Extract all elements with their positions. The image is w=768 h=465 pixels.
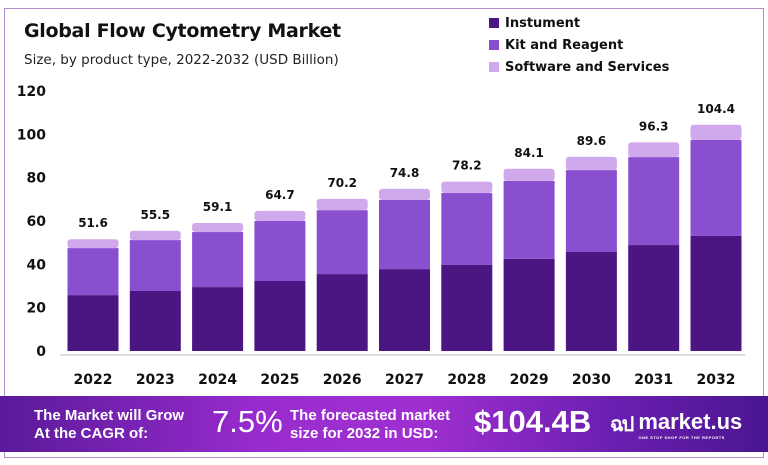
x-tick-label: 2022	[74, 372, 113, 388]
bar-segment-kit-reagent	[628, 157, 680, 246]
legend: Instument Kit and Reagent Software and S…	[489, 12, 669, 78]
bar-segment-kit-reagent	[441, 193, 493, 265]
legend-item-software: Software and Services	[489, 56, 669, 78]
bar-segment-kit-reagent	[690, 139, 742, 236]
y-tick-label: 80	[27, 171, 47, 187]
cagr-label: The Market will Grow At the CAGR of:	[34, 407, 184, 443]
bar-segment-software-services	[192, 222, 244, 233]
bar-segment-kit-reagent	[254, 221, 306, 282]
bar-total-label: 70.2	[327, 176, 357, 190]
bar-segment-kit-reagent	[316, 210, 368, 275]
legend-item-instrument: Instument	[489, 12, 669, 34]
chart-subtitle: Size, by product type, 2022-2032 (USD Bi…	[24, 52, 339, 68]
bar-segment-instrument	[254, 281, 306, 351]
x-tick-label: 2027	[385, 372, 424, 388]
bar-segment-kit-reagent	[565, 170, 617, 252]
bar-segment-instrument	[129, 290, 181, 351]
size-value: $104.4B	[474, 404, 592, 439]
x-tick-label: 2024	[198, 372, 237, 388]
legend-swatch	[489, 62, 499, 72]
bar-segment-instrument	[379, 269, 430, 351]
bar-total-label: 78.2	[452, 159, 482, 173]
legend-label: Kit and Reagent	[505, 37, 624, 53]
size-label: The forecasted market size for 2032 in US…	[290, 407, 450, 443]
legend-swatch	[489, 40, 499, 50]
summary-banner: The Market will Grow At the CAGR of: 7.5%…	[0, 396, 768, 452]
x-tick-label: 2029	[510, 372, 549, 388]
bar-total-label: 104.4	[697, 102, 735, 116]
x-tick-label: 2025	[260, 372, 299, 388]
bar-total-label: 55.5	[140, 208, 170, 222]
logo-text: market.us	[638, 408, 743, 434]
legend-label: Software and Services	[505, 59, 670, 75]
bar-segment-instrument	[503, 258, 555, 351]
x-tick-label: 2026	[323, 372, 362, 388]
bar-segment-kit-reagent	[192, 232, 244, 288]
bar-total-label: 96.3	[639, 119, 669, 133]
cagr-value: 7.5%	[212, 404, 283, 439]
bar-total-label: 59.1	[203, 200, 233, 214]
x-tick-label: 2032	[697, 372, 736, 388]
bar-segment-kit-reagent	[129, 240, 181, 291]
x-tick-label: 2028	[447, 372, 486, 388]
y-tick-label: 40	[27, 257, 47, 273]
y-tick-label: 0	[36, 344, 46, 360]
cagr-label-line1: The Market will Grow	[34, 407, 185, 424]
bar-segment-instrument	[192, 287, 244, 351]
size-label-line1: The forecasted market	[290, 407, 451, 424]
legend-label: Instument	[505, 15, 581, 31]
bar-segment-instrument	[690, 235, 742, 351]
bar-segment-kit-reagent	[67, 248, 119, 296]
bar-total-label: 64.7	[265, 188, 295, 202]
bar-segment-software-services	[503, 168, 555, 181]
bar-segment-software-services	[565, 156, 617, 171]
bar-segment-software-services	[441, 181, 493, 194]
bar-segment-software-services	[628, 142, 680, 158]
bar-segment-instrument	[316, 274, 368, 351]
bar-segment-software-services	[316, 198, 368, 211]
bar-segment-software-services	[67, 239, 119, 249]
x-tick-label: 2030	[572, 372, 611, 388]
bar-chart: 0 20 40 60 80 100 120 51.6 2022 55.5 2023 59.1 2024 6…	[17, 84, 745, 388]
bar-total-label: 89.6	[577, 134, 607, 148]
chart-title: Global Flow Cytometry Market	[24, 20, 341, 42]
bar-segment-instrument	[67, 295, 119, 351]
y-tick-label: 20	[27, 301, 47, 317]
bar-segment-kit-reagent	[379, 199, 430, 270]
bar-total-label: 84.1	[514, 146, 544, 160]
bar-segment-software-services	[379, 188, 430, 200]
marketus-logo: ฉป market.us ONE STOP SHOP FOR THE REPORT…	[610, 408, 742, 440]
y-tick-label: 60	[27, 214, 47, 230]
bar-segment-software-services	[129, 230, 181, 241]
cagr-label-line2: At the CAGR of:	[34, 425, 149, 442]
logo-tagline: ONE STOP SHOP FOR THE REPORTS	[638, 434, 725, 440]
chart-frame	[4, 8, 764, 458]
bar-total-label: 51.6	[78, 216, 108, 230]
bar-segment-instrument	[441, 264, 493, 351]
logo-icon: ฉป	[610, 414, 634, 436]
legend-item-kit: Kit and Reagent	[489, 34, 669, 56]
y-tick-label: 100	[17, 127, 46, 143]
x-tick-label: 2031	[634, 372, 673, 388]
bar-segment-software-services	[690, 124, 742, 140]
size-label-line2: size for 2032 in USD:	[290, 425, 439, 442]
bar-segment-instrument	[565, 251, 617, 351]
legend-swatch	[489, 18, 499, 28]
y-tick-label: 120	[17, 84, 46, 100]
x-tick-label: 2023	[136, 372, 175, 388]
bar-total-label: 74.8	[390, 166, 420, 180]
bar-segment-kit-reagent	[503, 180, 555, 259]
bar-segment-software-services	[254, 210, 306, 221]
bar-segment-instrument	[628, 245, 680, 351]
